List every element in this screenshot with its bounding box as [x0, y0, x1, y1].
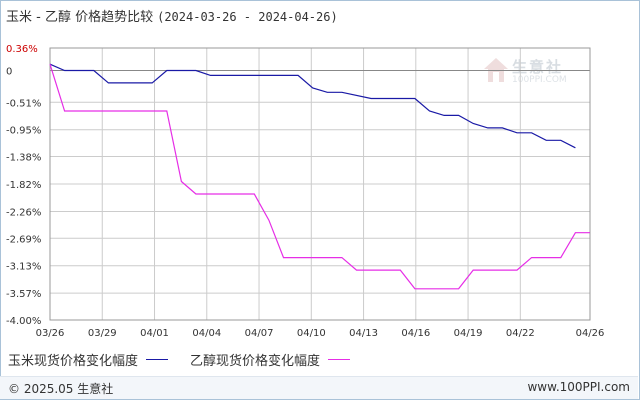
legend-swatch-series2 — [328, 359, 351, 360]
x-tick-label: 04/19 — [454, 328, 483, 339]
x-tick-label: 04/22 — [506, 328, 535, 339]
y-tick-label: -1.82% — [6, 180, 41, 191]
watermark-logo: 生意社 100PPI.COM — [482, 56, 574, 90]
chart-date-range: (2024-03-26 - 2024-04-26) — [157, 10, 338, 24]
chart-title: 玉米 - 乙醇 价格趋势比较 (2024-03-26 - 2024-04-26) — [6, 6, 338, 25]
chart-title-text: 玉米 - 乙醇 价格趋势比较 — [6, 10, 154, 25]
series-line-1 — [49, 63, 576, 149]
watermark-url: 100PPI.COM — [512, 75, 567, 85]
y-tick-label: -0.51% — [6, 98, 41, 109]
y-tick-label: 0.36% — [6, 44, 38, 55]
y-tick-label: -2.69% — [6, 234, 41, 245]
legend-swatch-series1 — [146, 359, 169, 360]
footer-copyright: © 2025.05 生意社 — [8, 382, 114, 396]
y-tick-label: -3.57% — [6, 289, 41, 300]
watermark-brand: 生意社 — [512, 58, 564, 76]
x-tick-label: 04/16 — [401, 328, 430, 339]
chart-axes: 0.36% 0 -0.51% -0.95% -1.38% -1.82% -2.26% -2.6… — [6, 44, 604, 339]
x-tick-label: 04/01 — [140, 328, 169, 339]
chart-series — [49, 63, 590, 290]
footer-site-link[interactable]: www.100PPI.com — [527, 380, 630, 394]
legend-item-series1: 玉米现货价格变化幅度 — [8, 350, 169, 369]
y-tick-label: -4.00% — [6, 316, 41, 327]
x-tick-label: 04/10 — [297, 328, 326, 339]
y-tick-label: 0 — [6, 66, 12, 77]
chart-legend: 玉米现货价格变化幅度 乙醇现货价格变化幅度 — [8, 350, 372, 369]
legend-label-series1: 玉米现货价格变化幅度 — [8, 354, 139, 369]
footer-bar: © 2025.05 生意社 www.100PPI.com — [0, 376, 638, 399]
x-tick-label: 04/04 — [192, 328, 221, 339]
legend-item-series2: 乙醇现货价格变化幅度 — [190, 350, 351, 369]
x-tick-label: 03/26 — [36, 328, 65, 339]
x-tick-label: 04/26 — [576, 328, 605, 339]
legend-label-series2: 乙醇现货价格变化幅度 — [190, 354, 321, 369]
series-line-2 — [49, 64, 590, 290]
chart-grid — [49, 47, 591, 321]
y-tick-label: -0.95% — [6, 126, 41, 137]
x-tick-label: 04/07 — [245, 328, 274, 339]
y-tick-label: -3.13% — [6, 262, 41, 273]
x-tick-label: 03/29 — [88, 328, 117, 339]
y-tick-label: -2.26% — [6, 207, 41, 218]
plot-area-border — [49, 47, 591, 321]
x-tick-label: 04/13 — [349, 328, 378, 339]
y-tick-label: -1.38% — [6, 153, 41, 164]
